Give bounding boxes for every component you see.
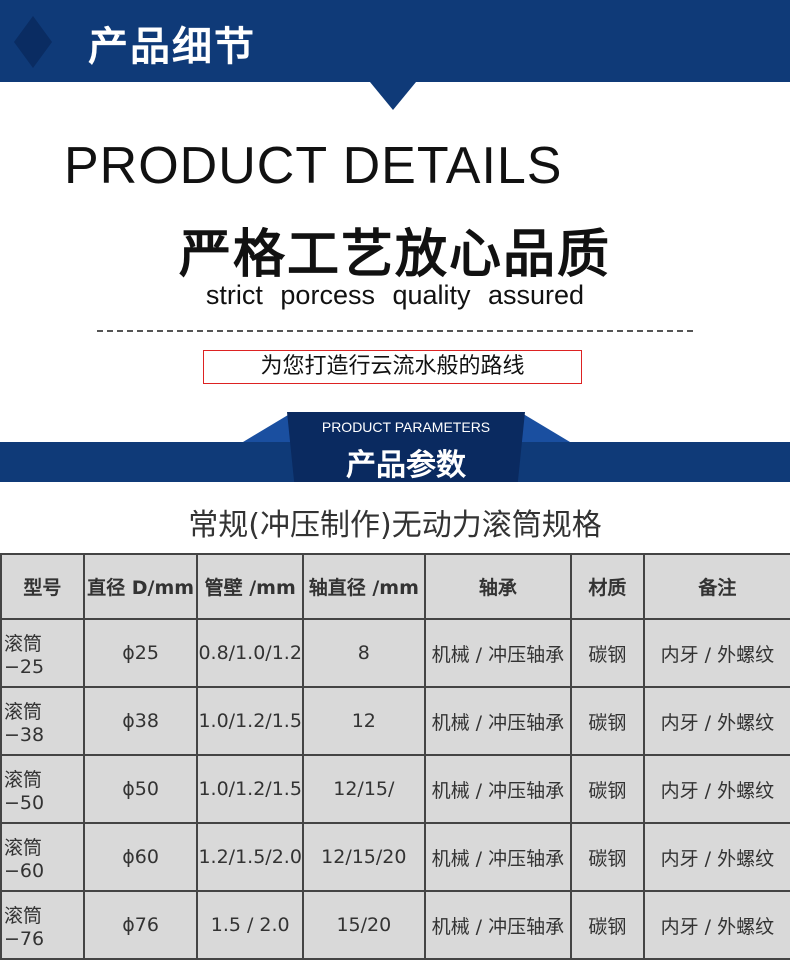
table-cell: 滚筒 −50 (0, 754, 85, 824)
table-cell: 滚筒 −25 (0, 618, 85, 688)
header-cell: 管壁 /mm (196, 553, 304, 620)
spec-subtitle: 常规(冲压制作)无动力滚筒规格 (188, 508, 602, 543)
en-slogan: strict porcess quality assured (205, 280, 585, 310)
banner-center (287, 412, 525, 482)
table-cell: ɸ60 (82, 822, 199, 892)
table-row: 滚筒 −50 ɸ50 1.0/1.2/1.5 12/15/机械 / 冲压轴承 碳钢 内牙 … (0, 754, 790, 824)
table-cell: 内牙 / 外螺纹 (642, 686, 790, 756)
table-cell: ɸ50 (82, 754, 199, 824)
table-cell: 滚筒 −60 (0, 822, 85, 892)
cn-slogan: 严格工艺放心品质 (178, 225, 611, 285)
table-cell: 滚筒 −76 (0, 890, 85, 960)
section-title: 产品细节 (88, 24, 256, 70)
table-cell: 碳钢 (569, 618, 645, 688)
header-cell: 直径 D/mm (82, 553, 199, 620)
table-cell: 碳钢 (569, 890, 645, 960)
table-cell: 1.2/1.5/2.0 (196, 822, 304, 892)
table-row: 滚筒 −25 ɸ25 0.8/1.0/1.2 8 机械 / 冲压轴承 碳钢 内牙 / 外螺纹 (0, 618, 790, 688)
header-cell: 型号 (0, 553, 85, 620)
banner-wing-right (520, 412, 570, 442)
table-cell: 内牙 / 外螺纹 (642, 618, 790, 688)
table-cell: 内牙 / 外螺纹 (642, 890, 790, 960)
table-cell: 0.8/1.0/1.2 (196, 618, 304, 688)
table-cell: 机械 / 冲压轴承 (423, 890, 572, 960)
table-cell: 内牙 / 外螺纹 (642, 754, 790, 824)
table-cell: 1.0/1.2/1.5 (196, 686, 304, 756)
table-cell: ɸ38 (82, 686, 199, 756)
table-cell: 机械 / 冲压轴承 (423, 686, 572, 756)
pointer-arrow-icon (370, 82, 416, 110)
table-cell: 碳钢 (569, 754, 645, 824)
table-cell: 1.5 / 2.0 (196, 890, 304, 960)
table-cell: 碳钢 (569, 822, 645, 892)
header-bar (0, 0, 790, 82)
table-cell: 机械 / 冲压轴承 (423, 618, 572, 688)
table-cell: 15/20 (301, 890, 426, 960)
params-cn-title: 产品参数 (346, 448, 466, 483)
table-row: 滚筒 −60 ɸ60 1.2/1.5/2.0 12/15/20 机械 / 冲压轴承 碳钢内… (0, 822, 790, 892)
table-cell: 碳钢 (569, 686, 645, 756)
table-header-row: 型号 直径 D/mm 管壁 /mm 轴直径 /mm 轴承 材质 备注 (0, 553, 790, 620)
table-cell: ɸ76 (82, 890, 199, 960)
header-cell: 轴直径 /mm (301, 553, 426, 620)
table-cell: 8 (301, 618, 426, 688)
header-cell: 备注 (642, 553, 790, 620)
dashed-divider (97, 330, 693, 332)
table-cell: ɸ25 (82, 618, 199, 688)
banner-wing-left (243, 412, 293, 442)
table-cell: 内牙 / 外螺纹 (642, 822, 790, 892)
tagline-box: 为您打造行云流水般的路线 (203, 350, 582, 384)
header-cell: 轴承 (423, 553, 572, 620)
table-cell: 机械 / 冲压轴承 (423, 822, 572, 892)
header-cell: 材质 (569, 553, 645, 620)
table-cell: 机械 / 冲压轴承 (423, 754, 572, 824)
table-row: 滚筒 −76 ɸ76 1.5 / 2.0 15/20 机械 / 冲压轴承 碳钢 内牙 / 外… (0, 890, 790, 960)
spec-table: 型号 直径 D/mm 管壁 /mm 轴直径 /mm 轴承 材质 备注 滚筒 −2… (0, 553, 790, 960)
table-cell: 1.0/1.2/1.5 (196, 754, 304, 824)
table-cell: 12 (301, 686, 426, 756)
params-en-title: PRODUCT PARAMETERS (321, 419, 491, 435)
details-en-title: PRODUCT DETAILS (64, 137, 563, 195)
table-cell: 12/15/ (301, 754, 426, 824)
table-row: 滚筒 −38 ɸ38 1.0/1.2/1.5 12 机械 / 冲压轴承 碳钢 内牙 / 外螺… (0, 686, 790, 756)
table-cell: 12/15/20 (301, 822, 426, 892)
table-cell: 滚筒 −38 (0, 686, 85, 756)
